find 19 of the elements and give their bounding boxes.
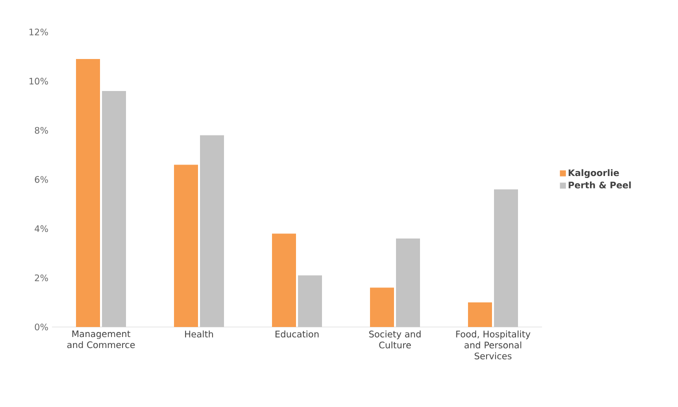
y-tick-label: 10% <box>30 78 48 85</box>
x-tick-label: Management and Commerce <box>67 330 135 348</box>
y-tick-label: 2% <box>34 274 48 282</box>
bar <box>76 59 100 327</box>
bar <box>174 164 198 327</box>
y-tick-label: 6% <box>34 176 48 183</box>
bar <box>468 302 492 327</box>
legend-label: Perth & Peel <box>568 181 631 188</box>
x-tick-label: Education <box>276 330 319 338</box>
y-tick-label: 0% <box>34 324 48 330</box>
legend-label: Kalgoorlie <box>568 169 619 178</box>
y-tick-label: 12% <box>30 28 48 36</box>
y-tick-label: 8% <box>34 126 48 134</box>
x-tick-label: Society and Culture <box>369 330 421 348</box>
bar <box>370 288 394 327</box>
y-tick-label: 4% <box>34 225 48 232</box>
bar <box>272 234 296 327</box>
x-tick-label: Food, Hospitality and Personal Services <box>456 330 530 360</box>
x-tick-label: Health <box>185 330 213 338</box>
